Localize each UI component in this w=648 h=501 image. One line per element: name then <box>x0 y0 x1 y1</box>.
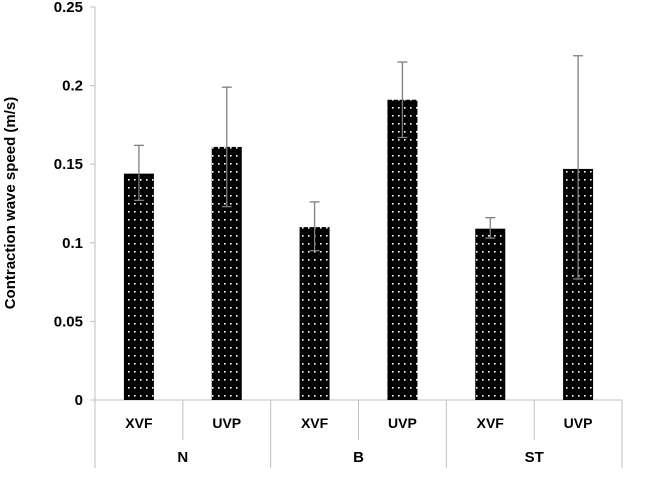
y-axis-label: Contraction wave speed (m/s) <box>2 97 19 310</box>
y-tick-label: 0.15 <box>54 156 83 173</box>
axis-labels: 0 0.05 0.1 0.15 0.2 0.25 XVF UVP XVF UVP XVF UVP N B S… <box>54 0 593 466</box>
x-category-label: XVF <box>125 415 153 431</box>
axes <box>90 6 623 468</box>
x-category-label: UVP <box>212 415 241 431</box>
y-tick-label: 0.25 <box>54 0 83 16</box>
bars <box>123 55 594 401</box>
x-category-label: XVF <box>301 415 329 431</box>
y-tick-label: 0.05 <box>54 313 83 330</box>
bar <box>387 99 418 401</box>
y-tick-label: 0 <box>75 392 83 409</box>
y-tick-label: 0.1 <box>62 235 83 252</box>
bar <box>123 173 154 400</box>
x-category-label: UVP <box>388 415 417 431</box>
x-group-label: N <box>177 449 188 466</box>
x-group-label: ST <box>525 449 544 466</box>
x-group-label: B <box>353 449 364 466</box>
y-tick-label: 0.2 <box>62 78 83 95</box>
bar <box>299 227 330 400</box>
bar <box>475 228 506 400</box>
x-category-label: XVF <box>477 415 505 431</box>
x-category-label: UVP <box>564 415 593 431</box>
